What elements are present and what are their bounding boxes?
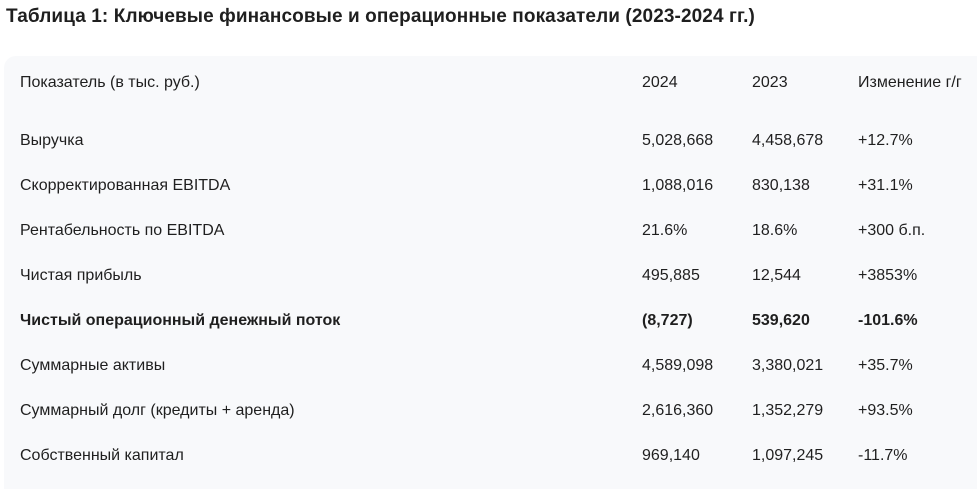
row-value-2024: 21.6% xyxy=(642,222,688,239)
row-label: Чистый операционный денежный поток xyxy=(20,312,341,329)
row-value-2023: 18.6% xyxy=(752,222,798,239)
table-row-highlighted: Чистый операционный денежный поток (8,72… xyxy=(4,298,977,343)
row-label: Скорректированная EBITDA xyxy=(20,177,231,194)
table-header-row: Показатель (в тыс. руб.) 2024 2023 Измен… xyxy=(4,56,977,118)
financial-table-card: Показатель (в тыс. руб.) 2024 2023 Измен… xyxy=(4,56,977,489)
header-indicator: Показатель (в тыс. руб.) xyxy=(20,74,200,91)
row-value-2024: 969,140 xyxy=(642,447,700,464)
row-label: Суммарные активы xyxy=(20,357,166,374)
row-change: +93.5% xyxy=(858,402,913,419)
row-value-2023: 1,352,279 xyxy=(752,402,824,419)
row-value-2023: 830,138 xyxy=(752,177,810,194)
row-value-2024: 4,589,098 xyxy=(642,357,714,374)
financial-table: Показатель (в тыс. руб.) 2024 2023 Измен… xyxy=(4,56,977,478)
row-change: +300 б.п. xyxy=(858,222,926,239)
row-value-2024: 495,885 xyxy=(642,267,700,284)
table-row: Скорректированная EBITDA 1,088,016 830,1… xyxy=(4,163,977,208)
row-label: Суммарный долг (кредиты + аренда) xyxy=(20,402,295,419)
row-label: Выручка xyxy=(20,132,84,149)
row-value-2024: (8,727) xyxy=(642,312,693,329)
header-2024: 2024 xyxy=(642,74,678,91)
row-change: -11.7% xyxy=(858,447,908,464)
row-change: +31.1% xyxy=(858,177,913,194)
row-value-2023: 3,380,021 xyxy=(752,357,824,374)
row-change: +12.7% xyxy=(858,132,913,149)
header-2023: 2023 xyxy=(752,74,788,91)
table-row: Рентабельность по EBITDA 21.6% 18.6% +30… xyxy=(4,208,977,253)
row-value-2023: 1,097,245 xyxy=(752,447,824,464)
table-row: Чистая прибыль 495,885 12,544 +3853% xyxy=(4,253,977,298)
row-label: Собственный капитал xyxy=(20,447,184,464)
table-row: Собственный капитал 969,140 1,097,245 -1… xyxy=(4,433,977,478)
row-change: +35.7% xyxy=(858,357,913,374)
table-title: Таблица 1: Ключевые финансовые и операци… xyxy=(6,6,755,27)
table-row: Суммарные активы 4,589,098 3,380,021 +35… xyxy=(4,343,977,388)
row-value-2024: 5,028,668 xyxy=(642,132,714,149)
table-row: Выручка 5,028,668 4,458,678 +12.7% xyxy=(4,118,977,163)
row-change: +3853% xyxy=(858,267,918,284)
row-label: Рентабельность по EBITDA xyxy=(20,222,225,239)
row-value-2023: 4,458,678 xyxy=(752,132,824,149)
table-row: Суммарный долг (кредиты + аренда) 2,616,… xyxy=(4,388,977,433)
row-label: Чистая прибыль xyxy=(20,267,142,284)
row-value-2024: 1,088,016 xyxy=(642,177,714,194)
row-value-2023: 539,620 xyxy=(752,312,810,329)
row-value-2023: 12,544 xyxy=(752,267,801,284)
header-change-label: Изменение г/г xyxy=(858,74,962,91)
row-value-2024: 2,616,360 xyxy=(642,402,714,419)
row-change: -101.6% xyxy=(858,312,918,329)
header-change: Изменение г/г xyxy=(858,56,977,118)
